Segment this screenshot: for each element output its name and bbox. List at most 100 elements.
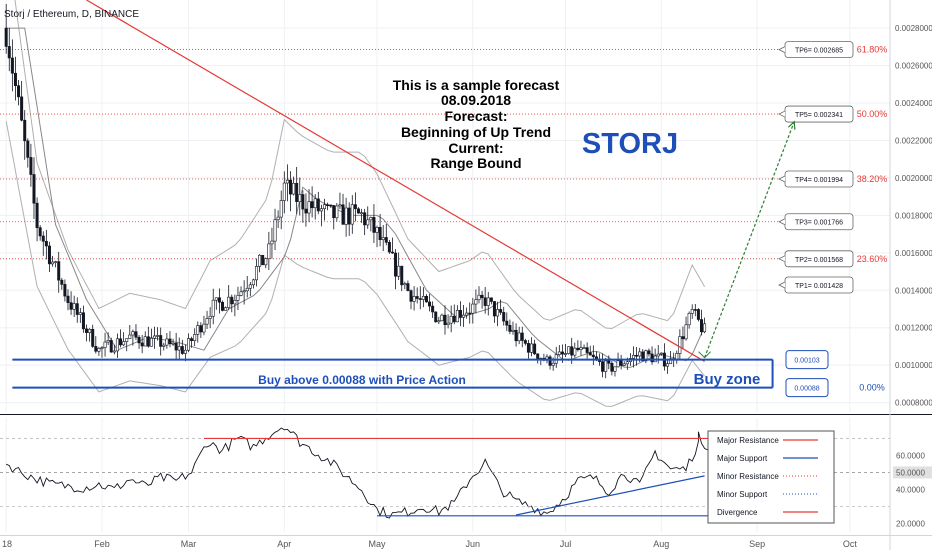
candle-body-124 [387, 242, 391, 253]
candle-body-137 [428, 301, 432, 307]
candle-body-111 [347, 207, 351, 225]
candle-body-37 [119, 338, 123, 346]
candle-body-69 [217, 297, 221, 303]
candle-body-154 [480, 294, 484, 299]
candle-body-195 [607, 360, 611, 364]
tp-pointer-1 [778, 110, 786, 118]
tp-label-1: TP5= 0.002341 [795, 112, 843, 119]
candle-body-86 [270, 240, 274, 245]
candle-body-203 [632, 354, 636, 359]
candle-body-188 [585, 347, 589, 353]
candle-body-29 [94, 346, 98, 352]
oscillator-line [6, 427, 712, 519]
candle-body-135 [421, 295, 425, 300]
price-tick-label-8: 0.0012000 [895, 324, 932, 333]
legend-entry-divergence: Divergence [717, 508, 758, 517]
price-tick-label-7: 0.0014000 [895, 286, 932, 295]
candle-body-83 [261, 254, 265, 266]
candle-body-17 [57, 261, 61, 281]
fib-label-4: 0.00% [859, 383, 885, 393]
candle-body-187 [582, 347, 586, 349]
candle-body-186 [579, 347, 583, 351]
candle-body-125 [390, 251, 394, 254]
candle-body-134 [418, 298, 422, 300]
price-tick-label-6: 0.0016000 [895, 249, 932, 258]
candle-body-151 [471, 303, 475, 314]
candle-body-165 [514, 329, 518, 342]
candle-body-126 [394, 252, 398, 277]
projection-arrow-line [704, 121, 795, 358]
candle-body-58 [183, 349, 187, 354]
price-tick-label-0: 0.0028000 [895, 24, 932, 33]
candle-body-153 [477, 294, 481, 301]
candle-body-6 [23, 119, 27, 142]
candle-body-183 [570, 346, 574, 356]
forecast-line-4: Beginning of Up Trend [401, 124, 551, 140]
time-tick-label-3: Apr [277, 539, 291, 549]
candle-body-89 [279, 200, 283, 218]
osc-tick-label-1: 50.0000 [896, 468, 925, 477]
candle-body-211 [656, 353, 660, 357]
candle-body-176 [548, 356, 552, 366]
candle-body-92 [288, 179, 292, 195]
candle-body-44 [140, 342, 144, 347]
candle-body-168 [523, 340, 527, 344]
price-tick-label-10: 0.0008000 [895, 399, 932, 408]
time-tick-label-2: Mar [181, 539, 197, 549]
candle-body-26 [85, 328, 89, 333]
candle-body-117 [366, 219, 370, 226]
tp-label-5: TP1= 0.001428 [795, 283, 843, 290]
candle-body-219 [681, 336, 685, 340]
candle-body-140 [437, 320, 441, 323]
candle-body-59 [187, 338, 191, 351]
candle-body-41 [131, 331, 135, 336]
candle-body-133 [415, 296, 419, 299]
candle-body-46 [146, 336, 150, 347]
legend-entry-minor-resistance: Minor Resistance [717, 472, 779, 481]
candle-body-48 [153, 335, 157, 339]
tp-pointer-2 [778, 175, 786, 183]
candle-body-115 [360, 212, 364, 214]
candle-body-118 [369, 217, 373, 221]
candle-body-10 [35, 202, 39, 228]
candle-body-72 [227, 296, 231, 308]
candle-body-60 [190, 338, 194, 341]
candle-body-127 [397, 265, 401, 277]
candle-body-185 [576, 347, 580, 351]
forecast-annotation: This is a sample forecast 08.09.2018 For… [393, 77, 560, 171]
candle-body-207 [644, 350, 648, 362]
candle-body-129 [403, 283, 407, 286]
candle-body-40 [128, 334, 132, 339]
candle-body-91 [285, 179, 289, 184]
candle-body-49 [156, 335, 160, 337]
tp-label-0: TP6= 0.002685 [795, 48, 843, 55]
candle-body-161 [502, 312, 506, 322]
candle-body-144 [449, 315, 453, 324]
candle-body-23 [75, 303, 79, 315]
buy-zone-upper-box [785, 350, 829, 370]
candle-body-96 [301, 194, 305, 210]
candle-body-94 [295, 182, 299, 202]
candle-body-155 [483, 297, 487, 306]
candle-body-8 [29, 157, 33, 175]
candle-body-149 [465, 312, 469, 316]
lower-band-line [5, 121, 705, 407]
candle-body-143 [446, 322, 450, 326]
candle-body-14 [47, 245, 51, 265]
candle-body-62 [196, 325, 200, 335]
candle-body-221 [687, 313, 691, 326]
candle-body-223 [693, 309, 697, 311]
candle-body-0 [4, 27, 8, 47]
candle-body-218 [678, 336, 682, 354]
candle-body-98 [307, 201, 311, 214]
candle-body-65 [205, 318, 209, 325]
candle-body-66 [208, 315, 212, 319]
candle-body-55 [174, 342, 178, 351]
legend-entry-major-support: Major Support [717, 454, 768, 463]
candle-body-102 [319, 208, 323, 212]
rising-support-line [515, 475, 705, 516]
osc-tick-label-0: 60.0000 [896, 451, 925, 460]
candle-body-18 [60, 279, 64, 285]
candle-body-52 [165, 338, 169, 346]
candle-body-156 [486, 297, 490, 306]
